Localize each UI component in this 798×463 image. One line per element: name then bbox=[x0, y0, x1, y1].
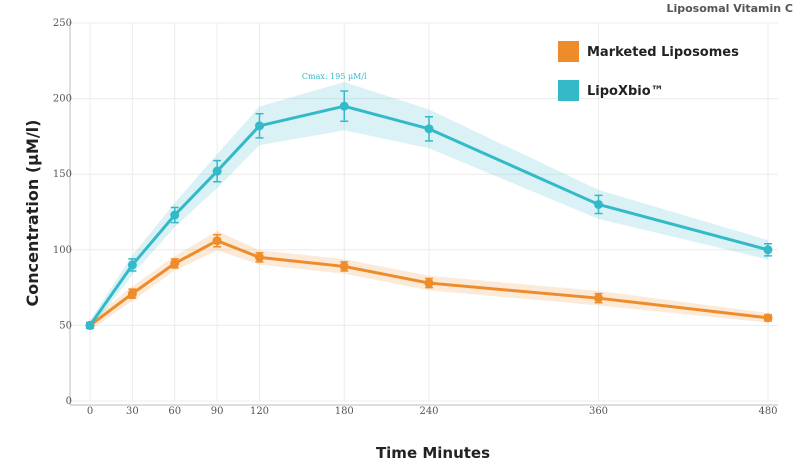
data-point bbox=[763, 313, 773, 323]
legend: Marketed Liposomes LipoXbio™ bbox=[558, 41, 739, 101]
data-point bbox=[763, 245, 773, 255]
data-point bbox=[339, 101, 349, 111]
legend-item-lipoxbio: LipoXbio™ bbox=[558, 80, 664, 101]
legend-label-marketed-liposomes: Marketed Liposomes bbox=[587, 45, 739, 60]
legend-swatch-lipoxbio bbox=[558, 80, 579, 101]
data-point bbox=[127, 289, 137, 299]
y-tick-label: 150 bbox=[53, 169, 72, 180]
error-band-series-2 bbox=[90, 81, 768, 331]
y-tick-labels: 0 50 100 150 200 250 bbox=[53, 18, 72, 407]
x-axis-title: Time Minutes bbox=[376, 444, 490, 462]
x-tick-label: 480 bbox=[758, 406, 777, 417]
x-tick-label: 60 bbox=[168, 406, 181, 417]
legend-item-marketed-liposomes: Marketed Liposomes bbox=[558, 41, 739, 62]
gridlines bbox=[70, 22, 778, 402]
brand-label: Liposomal Vitamin C bbox=[666, 2, 793, 15]
annotations: Cmax: 195 μM/l bbox=[302, 72, 367, 81]
x-tick-label: 0 bbox=[87, 406, 93, 417]
y-tick-label: 50 bbox=[59, 320, 72, 331]
x-tick-label: 30 bbox=[126, 406, 139, 417]
data-point bbox=[255, 121, 264, 131]
data-point bbox=[424, 124, 434, 134]
y-tick-label: 250 bbox=[53, 18, 72, 29]
x-tick-label: 90 bbox=[211, 406, 224, 417]
y-axis-title: Concentration (μM/l) bbox=[23, 120, 42, 307]
legend-label-lipoxbio: LipoXbio™ bbox=[587, 84, 664, 99]
annotation-cmax: Cmax: 195 μM/l bbox=[302, 72, 367, 81]
x-tick-label: 180 bbox=[335, 406, 354, 417]
y-tick-label: 0 bbox=[66, 396, 72, 407]
data-point bbox=[212, 166, 222, 176]
x-tick-label: 120 bbox=[250, 406, 269, 417]
x-tick-label: 240 bbox=[419, 406, 438, 417]
data-point bbox=[212, 236, 222, 246]
y-tick-label: 200 bbox=[53, 94, 72, 105]
data-point bbox=[170, 258, 180, 268]
data-point bbox=[339, 261, 349, 271]
data-point bbox=[594, 199, 603, 209]
data-point bbox=[424, 278, 434, 288]
x-tick-labels: 0 30 60 90 120 180 240 360 480 bbox=[87, 406, 778, 417]
x-tick-label: 360 bbox=[589, 406, 608, 417]
axes bbox=[69, 21, 778, 406]
data-point bbox=[85, 320, 95, 330]
data-point bbox=[594, 293, 603, 303]
y-tick-label: 100 bbox=[53, 245, 72, 256]
plot-area: Cmax: 195 μM/l bbox=[69, 21, 778, 406]
data-point bbox=[255, 252, 264, 262]
data-point bbox=[170, 210, 180, 220]
legend-swatch-marketed-liposomes bbox=[558, 41, 579, 62]
data-points bbox=[85, 101, 773, 330]
data-point bbox=[127, 260, 137, 270]
